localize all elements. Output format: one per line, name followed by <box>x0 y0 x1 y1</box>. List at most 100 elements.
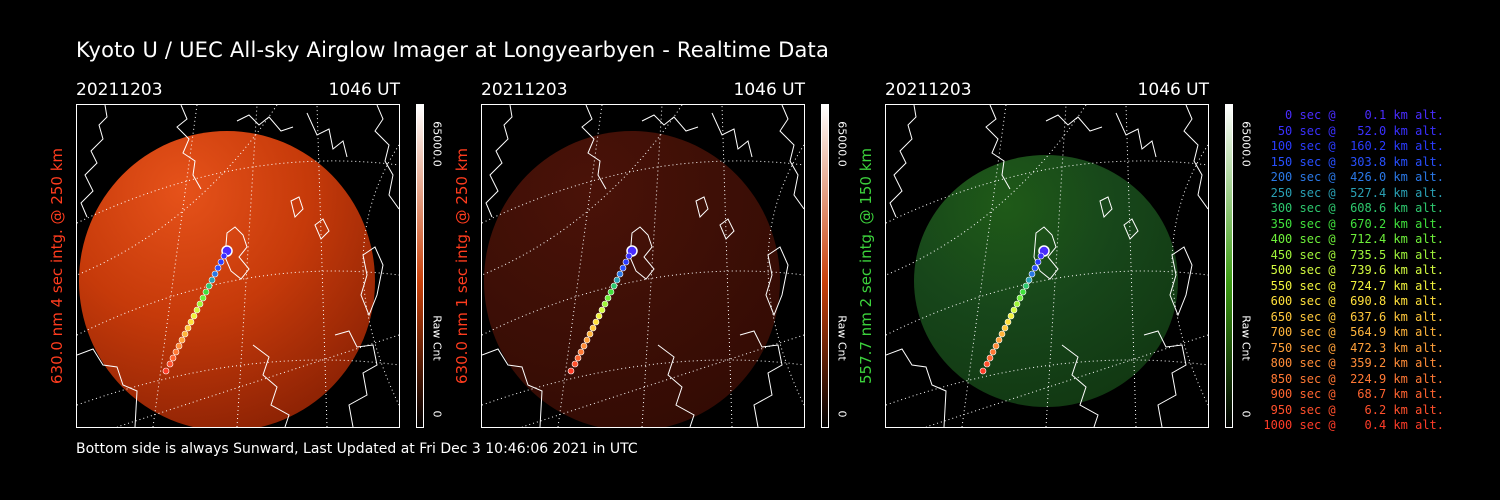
airglow-image <box>79 131 375 427</box>
allsky-image <box>76 104 400 428</box>
colorbar-max-label-wrap: 65000.0 <box>831 104 853 184</box>
panel-time: 1046 UT <box>328 80 401 100</box>
map-grid-line <box>316 105 328 427</box>
page-title: Kyoto U / UEC All-sky Airglow Imager at … <box>76 38 830 62</box>
colorbar-min-label: 0 <box>1239 410 1253 418</box>
coastline <box>1045 114 1103 132</box>
colorbar-min-label-wrap: 0 <box>426 394 448 434</box>
colorbar-max-label-wrap: 65000.0 <box>426 104 448 184</box>
colorbar-min-label: 0 <box>430 410 444 418</box>
trajectory-point <box>622 258 630 266</box>
panel-time: 1046 UT <box>733 80 806 100</box>
trajectory-point <box>586 330 594 338</box>
trajectory-point <box>589 324 597 332</box>
trajectory-point <box>205 282 213 290</box>
colorbar <box>416 104 424 428</box>
colorbar-unit-label: Raw Cnt <box>430 315 444 361</box>
coastline <box>765 246 789 317</box>
map-grid-line <box>721 105 733 427</box>
trajectory-point <box>625 252 633 260</box>
map-grid-line <box>925 334 1208 427</box>
panel-ylabel: 630.0 nm 4 sec intg. @ 250 km <box>48 147 66 385</box>
colorbar-max-label: 65000.0 <box>1239 121 1253 167</box>
trajectory-point <box>1001 324 1009 332</box>
coastline <box>1143 330 1187 427</box>
trajectory-point <box>1004 318 1012 326</box>
trajectory-point <box>998 330 1006 338</box>
colorbar-min-label: 0 <box>835 410 849 418</box>
colorbar-max-label: 65000.0 <box>430 121 444 167</box>
trajectory-legend: 0 sec @ 0.1 km alt. 50 sec @ 52.0 km alt… <box>1252 108 1444 434</box>
trajectory-point <box>580 342 588 350</box>
coastline <box>290 196 304 218</box>
trajectory-point <box>184 324 192 332</box>
panel-time: 1046 UT <box>1137 80 1210 100</box>
trajectory-point <box>214 264 222 272</box>
coastline <box>711 112 753 158</box>
legend-row: 250 sec @ 527.4 km alt. <box>1263 185 1444 200</box>
colorbar <box>1225 104 1233 428</box>
panel-date: 20211203 <box>885 80 972 100</box>
legend-row: 1000 sec @ 0.4 km alt. <box>1263 418 1444 432</box>
legend-row: 550 sec @ 724.7 km alt. <box>1263 278 1444 293</box>
allsky-image <box>481 104 805 428</box>
trajectory-point <box>979 367 987 375</box>
coastline <box>1061 344 1099 427</box>
legend-row: 600 sec @ 690.8 km alt. <box>1263 294 1444 308</box>
map-grid-line <box>641 105 663 427</box>
coastline <box>629 226 655 280</box>
coastline <box>1099 196 1113 218</box>
trajectory-point <box>583 336 591 344</box>
trajectory-point <box>571 360 579 368</box>
trajectory-point <box>995 336 1003 344</box>
trajectory-point <box>1031 264 1039 272</box>
panel-630nm-4sec: 20211203 1046 UT 630.0 nm 4 sec intg. @ … <box>48 80 476 430</box>
legend-row: 850 sec @ 224.9 km alt. <box>1263 371 1444 386</box>
trajectory-point <box>190 312 198 320</box>
trajectory-point <box>983 360 991 368</box>
trajectory-point <box>169 354 177 362</box>
coastline <box>1183 105 1208 210</box>
trajectory-point <box>1028 270 1036 278</box>
coastline <box>779 105 804 210</box>
trajectory-point <box>989 348 997 356</box>
colorbar-unit-label: Raw Cnt <box>1239 315 1253 361</box>
panel-ylabel: 557.7 nm 2 sec intg. @ 150 km <box>857 147 875 385</box>
colorbar-max-label: 65000.0 <box>835 121 849 167</box>
trajectory-point <box>1019 288 1027 296</box>
trajectory-point <box>217 258 225 266</box>
colorbar-unit-label-wrap: Raw Cnt <box>426 298 448 378</box>
coastline <box>581 105 607 190</box>
coastline <box>176 105 202 190</box>
coastline <box>739 330 783 427</box>
trajectory-point <box>595 312 603 320</box>
map-grid-line <box>116 334 399 427</box>
trajectory-point <box>199 294 207 302</box>
coastline <box>80 105 108 218</box>
trajectory-point <box>175 342 183 350</box>
allsky-map-svg <box>886 105 1208 427</box>
trajectory-point <box>619 264 627 272</box>
trajectory-point <box>992 342 1000 350</box>
trajectory-point <box>1010 306 1018 314</box>
coastline <box>657 344 695 427</box>
trajectory-point <box>211 270 219 278</box>
panel-ylabel-wrap: 557.7 nm 2 sec intg. @ 150 km <box>855 104 877 428</box>
allsky-image <box>885 104 1209 428</box>
legend-row: 900 sec @ 68.7 km alt. <box>1263 387 1444 401</box>
map-grid-line <box>767 144 804 406</box>
legend-row: 650 sec @ 637.6 km alt. <box>1263 309 1444 324</box>
allsky-map-svg <box>77 105 399 427</box>
map-grid-line <box>1171 144 1208 406</box>
panel-date: 20211203 <box>76 80 163 100</box>
trajectory-point <box>187 318 195 326</box>
coastline <box>1123 218 1139 240</box>
trajectory-point <box>1037 252 1045 260</box>
coastline <box>1169 246 1193 317</box>
map-grid-line <box>77 105 278 276</box>
legend-row: 500 sec @ 739.6 km alt. <box>1263 263 1444 277</box>
map-grid-line <box>1125 105 1137 427</box>
airglow-image <box>484 131 780 427</box>
colorbar <box>821 104 829 428</box>
panel-630nm-1sec: 20211203 1046 UT 630.0 nm 1 sec intg. @ … <box>453 80 881 430</box>
